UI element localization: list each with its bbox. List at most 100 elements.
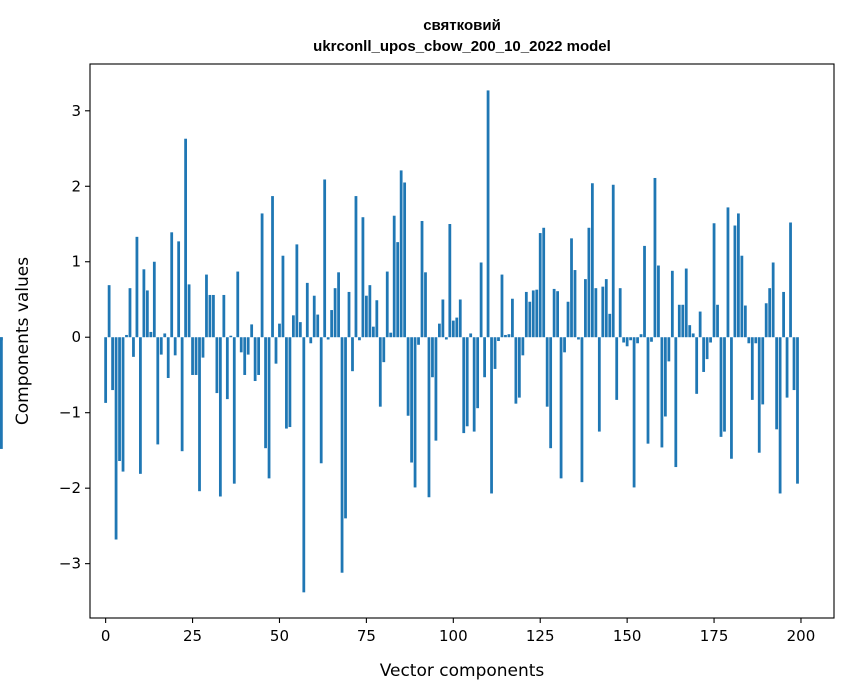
bar xyxy=(723,337,726,432)
bar xyxy=(507,334,511,338)
bar xyxy=(737,213,740,338)
x-tick-label: 200 xyxy=(787,627,816,645)
bar xyxy=(198,337,201,492)
bar xyxy=(253,337,257,382)
x-tick-label: 175 xyxy=(700,627,729,645)
bar xyxy=(657,265,660,338)
bar xyxy=(573,270,577,338)
bar xyxy=(260,213,264,338)
bar xyxy=(132,337,135,357)
bar xyxy=(761,337,765,405)
y-tick-label: 2 xyxy=(71,177,81,195)
bar xyxy=(288,337,292,428)
bar xyxy=(636,337,639,344)
bar xyxy=(601,286,605,338)
bar xyxy=(145,290,149,338)
bar xyxy=(504,334,507,338)
bar xyxy=(625,337,629,347)
bar xyxy=(608,313,612,338)
bar xyxy=(257,337,261,375)
bar xyxy=(444,337,448,340)
bar xyxy=(688,325,692,338)
bar xyxy=(796,337,799,484)
bar xyxy=(271,196,274,338)
bar xyxy=(267,337,271,479)
bar xyxy=(149,331,153,338)
bar xyxy=(406,337,410,416)
bar xyxy=(611,184,615,338)
bar xyxy=(396,242,400,338)
bar xyxy=(368,285,372,338)
bar xyxy=(212,294,215,338)
bar xyxy=(0,337,3,449)
bar xyxy=(792,337,796,391)
bar xyxy=(733,225,737,338)
bar xyxy=(243,337,247,375)
bar xyxy=(524,291,528,338)
bar xyxy=(441,299,445,338)
bar xyxy=(538,233,542,338)
bar xyxy=(173,337,177,356)
bar xyxy=(389,332,393,338)
bar xyxy=(347,291,351,338)
bar xyxy=(563,337,566,353)
bar xyxy=(431,337,434,378)
bar xyxy=(497,337,500,341)
bar xyxy=(0,337,3,341)
x-axis-label: Vector components xyxy=(380,661,545,681)
bar xyxy=(152,261,156,338)
bar xyxy=(344,337,347,519)
bar xyxy=(750,337,754,400)
bar xyxy=(427,337,431,498)
bar xyxy=(170,232,174,338)
bar xyxy=(472,337,476,432)
bar xyxy=(486,90,490,338)
bar xyxy=(187,284,191,338)
bar xyxy=(719,337,723,437)
bar xyxy=(351,337,354,372)
bar xyxy=(775,337,779,430)
bar xyxy=(549,337,553,449)
y-tick-label: 3 xyxy=(71,102,81,120)
bar xyxy=(531,290,535,338)
bar xyxy=(768,288,772,338)
bar xyxy=(622,337,626,343)
bar xyxy=(295,244,299,338)
bar xyxy=(643,245,646,338)
bar xyxy=(705,337,709,360)
bar xyxy=(556,291,559,338)
bar xyxy=(698,311,702,338)
bar xyxy=(413,337,417,488)
bar xyxy=(667,337,671,362)
bar xyxy=(490,337,493,494)
bar xyxy=(365,295,368,338)
bar xyxy=(785,337,789,398)
bar xyxy=(660,337,664,448)
bar xyxy=(326,337,330,340)
bar xyxy=(451,320,455,338)
chart-title: святковий xyxy=(423,17,501,34)
bar xyxy=(191,337,194,375)
bar xyxy=(782,291,785,338)
x-tick-label: 25 xyxy=(183,627,202,645)
bar xyxy=(333,288,337,338)
x-tick-label: 100 xyxy=(439,627,468,645)
bar xyxy=(448,224,452,338)
y-tick-label: −2 xyxy=(59,479,81,497)
bar xyxy=(184,138,187,338)
bar xyxy=(778,337,782,494)
bar xyxy=(403,182,407,338)
bar xyxy=(218,337,222,497)
bar xyxy=(483,337,486,378)
bar xyxy=(163,333,167,338)
bar xyxy=(118,337,121,462)
bar xyxy=(111,337,114,391)
bar xyxy=(239,337,243,353)
bar xyxy=(180,337,184,452)
bar xyxy=(528,301,532,338)
bar xyxy=(375,300,379,338)
bar xyxy=(205,274,208,338)
bar xyxy=(517,337,521,398)
bar xyxy=(159,337,163,355)
